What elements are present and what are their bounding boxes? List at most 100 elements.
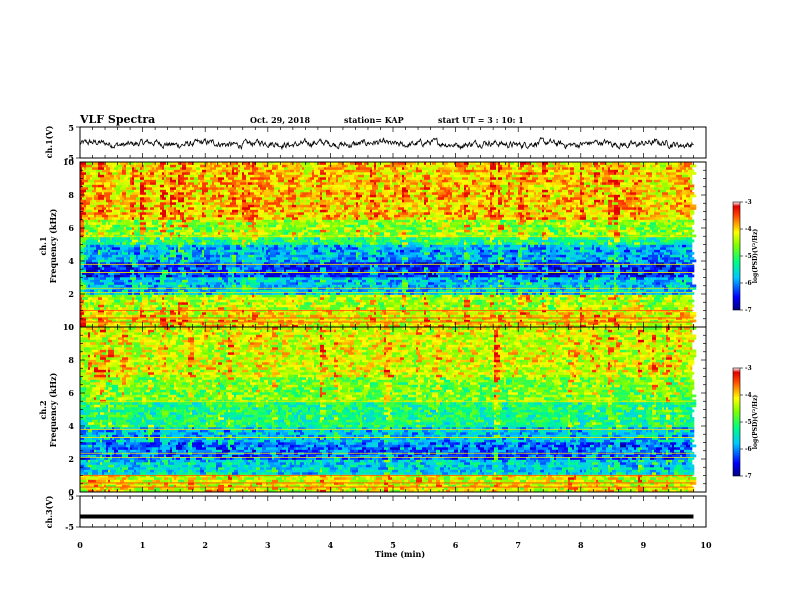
spectrogram-cell: [92, 252, 99, 255]
spectrogram-cell: [316, 312, 323, 315]
spectrogram-cell: [324, 282, 331, 285]
spectrogram-cell: [578, 259, 585, 263]
spectrogram-cell: [362, 299, 365, 303]
spectrogram-cell: [602, 269, 609, 273]
spectrogram-cell: [258, 302, 261, 305]
spectrogram-cell: [116, 249, 123, 253]
spectrogram-cell: [98, 289, 101, 293]
spectrogram-cell: [296, 279, 299, 283]
spectrogram-cell: [574, 247, 581, 250]
spectrogram-cell: [646, 312, 653, 315]
spectrogram-cell: [180, 297, 187, 300]
spectrogram-cell: [544, 274, 551, 278]
spectrogram-cell: [406, 267, 413, 270]
spectrogram-cell: [138, 322, 145, 325]
spectrogram-cell: [360, 294, 363, 298]
spectrogram-cell: [434, 262, 441, 265]
spectrogram-cell: [660, 297, 663, 300]
spectrogram-cell: [104, 264, 111, 268]
spectrogram-cell: [572, 294, 577, 298]
spectrogram-cell: [652, 297, 655, 300]
spectrogram-cell: [456, 267, 461, 270]
spectrogram-cell: [432, 257, 437, 260]
spectrogram-cell: [290, 304, 297, 308]
spectrogram-cell: [220, 279, 225, 283]
spectrogram-cell: [664, 272, 669, 275]
spectrogram-cell: [214, 274, 221, 278]
spectrogram-cell: [602, 247, 609, 250]
spectrogram-cell: [350, 277, 355, 280]
spectrogram-cell: [492, 304, 495, 308]
spectrogram-cell: [514, 282, 521, 285]
spectrogram-cell: [642, 259, 649, 263]
spectrogram-cell: [258, 277, 265, 280]
spectrogram-cell: [344, 252, 351, 255]
spectrogram-cell: [534, 252, 537, 255]
spectrogram-cell: [568, 284, 571, 288]
spectrogram-cell: [556, 302, 561, 305]
spectrogram-cell: [264, 307, 269, 310]
spectrogram-cell: [168, 267, 171, 270]
spectrogram-cell: [460, 249, 463, 253]
spectrogram-cell: [426, 269, 431, 273]
spectrogram-cell: [536, 307, 539, 310]
spectrogram-cell: [214, 304, 217, 308]
spectrogram-cell: [172, 302, 177, 305]
spectrogram-cell: [184, 247, 189, 250]
spectrogram-cell: [334, 299, 337, 303]
spectrogram-cell: [428, 279, 433, 283]
spectrogram-cell: [260, 269, 267, 273]
spectrogram-cell: [90, 254, 93, 258]
spectrogram-cell: [80, 257, 85, 260]
spectrogram-cell: [334, 289, 341, 293]
spectrogram-cell: [354, 282, 357, 285]
spectrogram-cell: [554, 247, 557, 250]
spectrogram-cell: [200, 247, 205, 250]
spectrogram-cell: [282, 254, 285, 258]
spectrogram-cell: [150, 324, 155, 328]
spectrogram-cell: [376, 249, 379, 253]
spectrogram-cell: [516, 289, 519, 293]
spectrogram-cell: [552, 324, 559, 328]
spectrogram-cell: [150, 299, 157, 303]
spectrogram-cell: [480, 307, 485, 310]
spectrogram-cell: [434, 264, 437, 268]
spectrogram-cell: [86, 254, 89, 258]
spectrogram-cell: [446, 252, 451, 255]
spectrogram-cell: [550, 254, 557, 258]
spectrogram-cell: [636, 279, 639, 283]
spectrogram-cell: [298, 304, 301, 308]
spectrogram-cell: [158, 252, 163, 255]
spectrogram-cell: [514, 324, 519, 328]
spectrogram-cell: [446, 319, 453, 323]
spectrogram-cell: [364, 322, 367, 325]
spectrogram-cell: [466, 312, 469, 315]
spectrogram-cell: [614, 257, 617, 260]
spectrogram-cell: [462, 267, 465, 270]
spectrogram-cell: [508, 324, 513, 328]
spectrogram-cell: [424, 267, 429, 270]
spectrogram-cell: [146, 259, 151, 263]
spectrogram-cell: [676, 259, 679, 263]
spectrogram-cell: [248, 267, 255, 270]
spectrogram-cell: [228, 269, 233, 273]
spectrogram-cell: [220, 259, 227, 263]
spectrogram-cell: [244, 257, 249, 260]
spectrogram-cell: [88, 302, 91, 305]
spectrogram-cell: [498, 257, 505, 260]
spectrogram-cell: [298, 294, 303, 298]
spectrogram-cell: [100, 272, 105, 275]
spectrogram-cell: [338, 264, 343, 268]
spectrogram-cell: [390, 262, 397, 265]
spectrogram-cell: [610, 284, 615, 288]
spectrogram-cell: [110, 307, 117, 310]
spectrogram-cell: [682, 322, 687, 325]
spectrogram-cell: [672, 294, 679, 298]
spectrogram-cell: [624, 254, 627, 258]
spectrogram-cell: [578, 282, 583, 285]
spectrogram-cell: [86, 262, 91, 265]
spectrogram-cell: [192, 322, 199, 325]
spectrogram-cell: [642, 284, 645, 288]
spectrogram-cell: [602, 317, 607, 320]
spectrogram-cell: [568, 274, 575, 278]
